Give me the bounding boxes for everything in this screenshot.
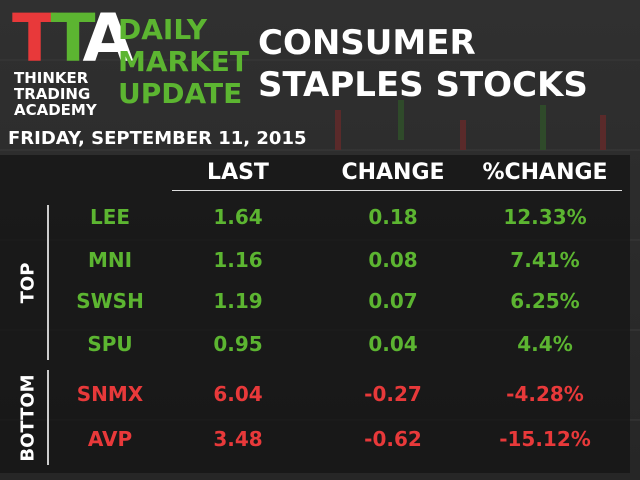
column-header: CHANGE xyxy=(341,160,445,185)
title-line: STAPLES STOCKS xyxy=(258,65,588,105)
group-label: BOTTOM xyxy=(17,373,39,462)
cell-value: 0.95 xyxy=(213,332,263,356)
cell-value: 1.19 xyxy=(213,289,263,313)
table-panel xyxy=(0,155,630,473)
cell-value: 0.04 xyxy=(368,332,418,356)
cell-value: 7.41% xyxy=(510,248,580,272)
cell-value: 0.07 xyxy=(368,289,418,313)
cell-value: 0.18 xyxy=(368,205,418,229)
ticker: SNMX xyxy=(76,382,144,406)
series-title: DAILY MARKET UPDATE xyxy=(118,14,249,110)
cell-value: 1.16 xyxy=(213,248,263,272)
cell-value: 4.4% xyxy=(517,332,573,356)
date: FRIDAY, SEPTEMBER 11, 2015 xyxy=(8,128,307,149)
ticker: LEE xyxy=(89,205,131,229)
logo-text: THINKER TRADING ACADEMY xyxy=(14,70,97,118)
logo: TTA xyxy=(12,4,134,74)
series-line: UPDATE xyxy=(118,77,243,110)
group-label: TOP xyxy=(17,262,39,303)
ticker: SPU xyxy=(87,332,133,356)
title: CONSUMER STAPLES STOCKS xyxy=(258,22,588,106)
cell-value: 3.48 xyxy=(213,427,263,451)
series-line: DAILY xyxy=(118,13,208,46)
ticker: MNI xyxy=(87,248,133,272)
logo-line: TRADING xyxy=(14,85,91,103)
logo-letter: A xyxy=(82,0,133,77)
group-bracket xyxy=(47,370,49,465)
header-rule xyxy=(172,190,622,191)
cell-value: -4.28% xyxy=(506,382,584,406)
cell-value: -15.12% xyxy=(499,427,591,451)
ticker: SWSH xyxy=(76,289,144,313)
cell-value: 6.25% xyxy=(510,289,580,313)
cell-value: 6.04 xyxy=(213,382,263,406)
group-bracket xyxy=(47,205,49,360)
logo-line: ACADEMY xyxy=(14,101,97,119)
logo-line: THINKER xyxy=(14,69,89,87)
column-header: LAST xyxy=(207,160,269,185)
cell-value: -0.62 xyxy=(364,427,422,451)
logo-letter: T xyxy=(50,0,91,77)
ticker: AVP xyxy=(87,427,133,451)
cell-value: 12.33% xyxy=(503,205,587,229)
cell-value: 1.64 xyxy=(213,205,263,229)
logo-letter: T xyxy=(12,0,58,77)
series-line: MARKET xyxy=(118,45,250,78)
title-line: CONSUMER xyxy=(258,23,476,63)
cell-value: 0.08 xyxy=(368,248,418,272)
cell-value: -0.27 xyxy=(364,382,422,406)
column-header: %CHANGE xyxy=(482,160,608,185)
